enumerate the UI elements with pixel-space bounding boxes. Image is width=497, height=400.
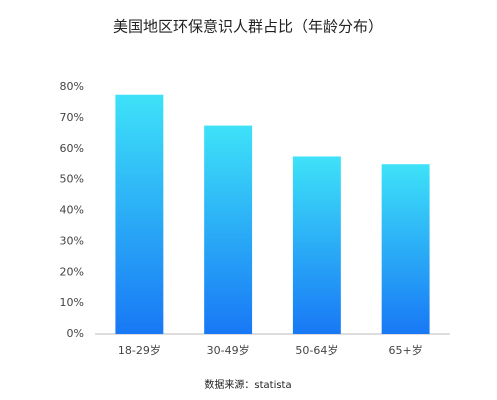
bar bbox=[292, 156, 341, 334]
bar bbox=[115, 94, 164, 334]
y-tick-label: 20% bbox=[60, 265, 84, 278]
x-tick-label: 50-64岁 bbox=[295, 343, 338, 357]
bar bbox=[204, 125, 253, 334]
y-tick-label: 0% bbox=[67, 327, 84, 340]
y-tick-label: 30% bbox=[60, 234, 84, 247]
bar bbox=[381, 164, 430, 334]
y-tick-label: 80% bbox=[60, 80, 84, 93]
x-tick-label: 18-29岁 bbox=[118, 343, 161, 357]
y-tick-label: 40% bbox=[60, 204, 84, 217]
x-tick-label: 65+岁 bbox=[389, 343, 423, 357]
y-tick-label: 70% bbox=[60, 111, 84, 124]
chart-title: 美国地区环保意识人群占比（年龄分布） bbox=[113, 18, 383, 36]
source-note: 数据来源：statista bbox=[204, 378, 291, 391]
y-tick-label: 50% bbox=[60, 173, 84, 186]
y-tick-label: 10% bbox=[60, 296, 84, 309]
x-tick-label: 30-49岁 bbox=[207, 343, 250, 357]
y-tick-label: 60% bbox=[60, 142, 84, 155]
